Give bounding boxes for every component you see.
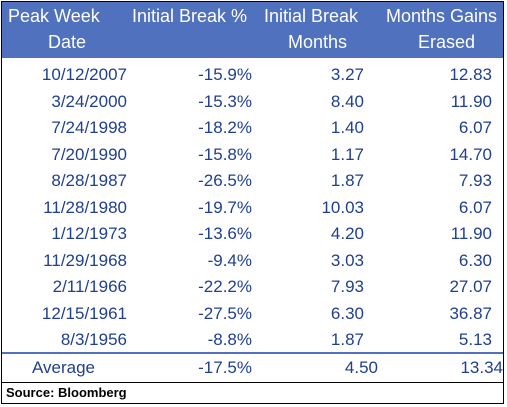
- cell-break-months: 3.27: [330, 65, 364, 84]
- cell-break-pct: -22.2%: [198, 277, 252, 296]
- cell-gains-erased: 7.93: [458, 171, 492, 190]
- cell-gains-erased: 6.07: [458, 118, 492, 137]
- cell-peak-date: 7/20/1990: [51, 144, 127, 164]
- cell-break-months: 10.03: [321, 197, 364, 217]
- cell-peak-date: 12/15/1961: [41, 303, 127, 323]
- table-row: 7/20/1990 -15.8% 1.17 14.70: [2, 142, 503, 169]
- table-row: 10/12/2007 -15.9% 3.27 12.83: [2, 62, 503, 89]
- cell-peak-date: 3/24/2000: [51, 91, 127, 111]
- average-break-pct: -17.5%: [198, 358, 252, 377]
- cell-break-months: 1.17: [330, 144, 364, 164]
- cell-peak-date: 8/28/1987: [51, 171, 127, 190]
- cell-break-months: 1.87: [330, 330, 364, 349]
- cell-gains-erased: 11.90: [450, 224, 492, 243]
- average-row: Average -17.5% 4.50 13.34: [2, 355, 503, 381]
- cell-break-pct: -19.7%: [198, 197, 252, 217]
- header-initial-break-pct: Initial Break %: [132, 6, 248, 26]
- cell-peak-date: 1/12/1973: [51, 224, 127, 243]
- cell-peak-date: 11/28/1980: [43, 197, 127, 217]
- table-row: 8/28/1987 -26.5% 1.87 7.93: [2, 168, 503, 195]
- cell-gains-erased: 12.83: [449, 65, 492, 84]
- average-label: Average: [32, 358, 96, 377]
- average-gains-erased: 13.34: [460, 358, 503, 377]
- table-row: 8/3/1956 -8.8% 1.87 5.13: [2, 327, 503, 354]
- cell-gains-erased: 5.13: [458, 330, 492, 349]
- cell-break-months: 6.30: [330, 303, 364, 323]
- header-months-gains-line2: Erased: [418, 32, 476, 52]
- average-divider: [2, 352, 503, 354]
- table-row: 7/24/1998 -18.2% 1.40 6.07: [2, 115, 503, 142]
- source-footer: Source: Bloomberg: [2, 382, 503, 404]
- cell-gains-erased: 6.07: [458, 197, 492, 217]
- table-header: Peak Week Date Initial Break % Initial B…: [2, 2, 503, 58]
- cell-gains-erased: 27.07: [449, 277, 492, 296]
- cell-gains-erased: 14.70: [449, 144, 492, 164]
- table-row: 12/15/1961 -27.5% 6.30 36.87: [2, 301, 503, 328]
- header-initial-break-months-line1: Initial Break: [264, 6, 359, 26]
- header-peak-week-line2: Date: [48, 32, 87, 52]
- table-body: 10/12/2007 -15.9% 3.27 12.83 3/24/2000 -…: [2, 62, 503, 354]
- cell-break-pct: -13.6%: [198, 224, 252, 243]
- cell-break-pct: -8.8%: [207, 330, 252, 349]
- header-initial-break-months-line2: Months: [288, 32, 348, 52]
- table-row: 3/24/2000 -15.3% 8.40 11.90: [2, 89, 503, 116]
- cell-break-months: 4.20: [330, 224, 364, 243]
- cell-break-pct: -15.8%: [198, 144, 252, 164]
- cell-gains-erased: 36.87: [449, 303, 492, 323]
- cell-break-pct: -9.4%: [207, 250, 252, 270]
- cell-break-pct: -15.9%: [198, 65, 252, 84]
- cell-break-months: 1.40: [330, 118, 364, 137]
- cell-break-pct: -18.2%: [198, 118, 252, 137]
- table-row: 1/12/1973 -13.6% 4.20 11.90: [2, 221, 503, 248]
- cell-gains-erased: 6.30: [458, 250, 492, 270]
- cell-break-months: 8.40: [330, 91, 364, 111]
- table-row: 2/11/1966 -22.2% 7.93 27.07: [2, 274, 503, 301]
- cell-break-months: 1.87: [330, 171, 364, 190]
- cell-break-months: 3.03: [330, 250, 364, 270]
- cell-peak-date: 11/29/1968: [43, 250, 127, 270]
- header-peak-week-line1: Peak Week: [8, 6, 100, 26]
- cell-break-months: 7.93: [330, 277, 364, 296]
- header-months-gains-line1: Months Gains: [386, 6, 498, 26]
- cell-break-pct: -27.5%: [198, 303, 252, 323]
- average-break-months: 4.50: [344, 358, 378, 377]
- cell-gains-erased: 11.90: [450, 91, 492, 111]
- cell-break-pct: -26.5%: [198, 171, 252, 190]
- cell-peak-date: 8/3/1956: [60, 330, 127, 349]
- cell-peak-date: 7/24/1998: [51, 118, 127, 137]
- cell-peak-date: 2/11/1966: [52, 277, 127, 296]
- table-row: 11/29/1968 -9.4% 3.03 6.30: [2, 248, 503, 275]
- source-note: Source: Bloomberg: [6, 385, 127, 400]
- cell-break-pct: -15.3%: [198, 91, 252, 111]
- cell-peak-date: 10/12/2007: [41, 65, 127, 84]
- table-row: 11/28/1980 -19.7% 10.03 6.07: [2, 195, 503, 222]
